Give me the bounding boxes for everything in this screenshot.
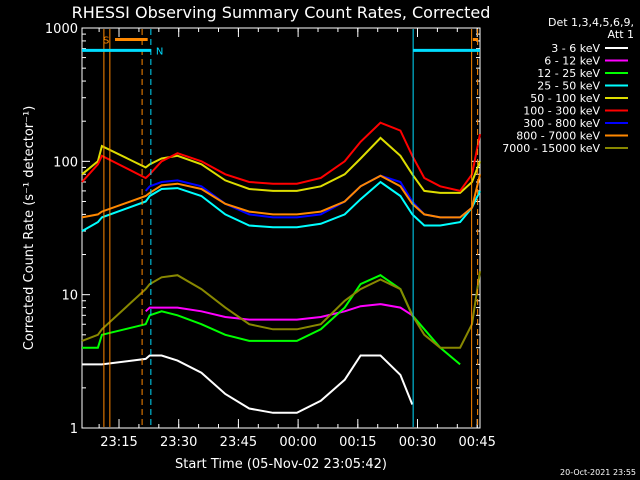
x-tick-label: 00:00 [279,435,316,450]
legend-entry-label: 300 - 800 keV [523,117,600,130]
plot-frame [81,27,481,429]
flag-n-label: N [156,46,163,57]
series-line [145,303,413,321]
x-tick-label: 23:30 [160,435,197,450]
y-tick-label: 100 [53,155,78,170]
legend-entry-label: 3 - 6 keV [551,42,600,55]
legend-header-line2: Att 1 [608,28,634,41]
legend-entry-label: 25 - 50 keV [537,80,600,93]
series-line [81,174,481,219]
x-tick-label: 23:45 [220,435,257,450]
x-tick-label: 23:15 [100,435,137,450]
y-tick-label: 10 [61,289,78,304]
legend-entry-label: 12 - 25 keV [537,67,600,80]
y-tick-label: 1000 [45,22,78,37]
flag-s-label: S [103,35,109,46]
chart-title: RHESSI Observing Summary Count Rates, Co… [72,3,491,22]
series-line [81,271,481,349]
series-line [81,180,481,232]
footer-date: 20-Oct-2021 23:55 [560,468,636,477]
x-tick-label: 00:30 [399,435,436,450]
x-tick-label: 00:15 [339,435,376,450]
legend-entry-label: 7000 - 15000 keV [502,142,600,155]
y-tick-label: 1 [70,422,78,437]
series-line [81,136,481,194]
y-axis-label: Corrected Count Rate (s⁻¹ detector⁻¹) [22,106,37,351]
legend-header-line1: Det 1,3,4,5,6,9, [548,16,634,29]
legend-entry-label: 800 - 7000 keV [516,130,600,143]
series-line [82,354,414,414]
series-line [81,121,481,193]
x-axis-label: Start Time (05-Nov-02 23:05:42) [175,457,387,472]
legend-entry-label: 50 - 100 keV [530,92,600,105]
x-tick-label: 00:45 [458,435,495,450]
plot-area: 1 10 100 1000 23:15 23:30 23:45 00:00 00:15 00:30… [45,22,496,450]
legend-entry-label: 100 - 300 keV [523,105,600,118]
legend-entry-label: 6 - 12 keV [544,55,600,68]
